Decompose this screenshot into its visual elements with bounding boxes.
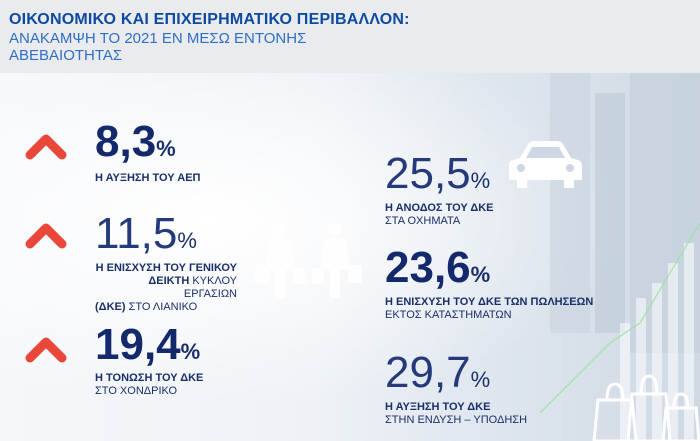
stat-clothing: 29,7% (385, 351, 490, 395)
stat-label: Η ΑΥΞΗΣΗ ΤΟΥ ΔΚΕ ΣΤΗΝ ΕΝΔΥΣΗ – ΥΠΟΔΗΣΗ (385, 401, 528, 426)
up-arrow-icon (25, 134, 67, 160)
header-band: ΟΙΚΟΝΟΜΙΚΟ ΚΑΙ ΕΠΙΧΕΙΡΗΜΑΤΙΚΟ ΠΕΡΙΒΑΛΛΟΝ… (0, 0, 700, 73)
stat-retail: 11,5% (95, 212, 197, 256)
stat-value: 23,6 (385, 243, 471, 292)
stat-label: Η ΤΟΝΩΣΗ ΤΟΥ ΔΚΕ ΣΤΟ ΧΟΝΔΡΙΚΟ (95, 372, 204, 397)
stat-value: 29,7 (385, 348, 471, 397)
stat-unit: % (177, 228, 197, 253)
stat-unit: % (180, 339, 201, 364)
stat-vehicles: 25,5% (385, 152, 490, 196)
city-skyline-graphic (539, 73, 700, 441)
stat-gdp: 8,3% (95, 120, 176, 164)
stat-value: 25,5 (385, 149, 471, 198)
up-arrow-icon (25, 223, 67, 249)
stat-online-sales: 23,6% (385, 246, 490, 290)
stat-label: Η ΑΝΟΔΟΣ ΤΟΥ ΔΚΕ ΣΤΑ ΟΧΗΜΑΤΑ (385, 202, 494, 227)
stat-unit: % (470, 367, 491, 392)
stat-label: Η ΑΥΞΗΣΗ ΤΟΥ ΑΕΠ (95, 172, 201, 184)
stat-value: 11,5 (95, 209, 178, 258)
page-subtitle: ΑΝΑΚΑΜΨΗ ΤΟ 2021 ΕΝ ΜΕΣΩ ΕΝΤΟΝΗΣ ΑΒΕΒΑΙΟ… (9, 30, 307, 64)
background (0, 73, 700, 441)
shopping-bags-icon (592, 374, 700, 441)
shoppers-icon (255, 223, 362, 298)
stat-value: 19,4 (95, 320, 181, 369)
stat-unit: % (470, 168, 491, 193)
stat-unit: % (156, 136, 176, 161)
stat-label: Η ΕΝΙΣΧΥΣΗ ΤΟΥ ΓΕΝΙΚΟΥ ΔΕΙΚΤΗ ΚΥΚΛΟΥ ΕΡΓ… (95, 262, 237, 313)
stat-value: 8,3 (95, 117, 157, 166)
stat-unit: % (470, 262, 491, 287)
stat-label: Η ΕΝΙΣΧΥΣΗ ΤΟΥ ΔΚΕ ΤΩΝ ΠΩΛΗΣΕΩΝ ΕΚΤΟΣ ΚΑ… (385, 296, 594, 321)
page-title: ΟΙΚΟΝΟΜΙΚΟ ΚΑΙ ΕΠΙΧΕΙΡΗΜΑΤΙΚΟ ΠΕΡΙΒΑΛΛΟΝ… (9, 11, 410, 28)
up-arrow-icon (25, 337, 67, 363)
stat-wholesale: 19,4% (95, 323, 200, 367)
car-icon (509, 141, 582, 188)
